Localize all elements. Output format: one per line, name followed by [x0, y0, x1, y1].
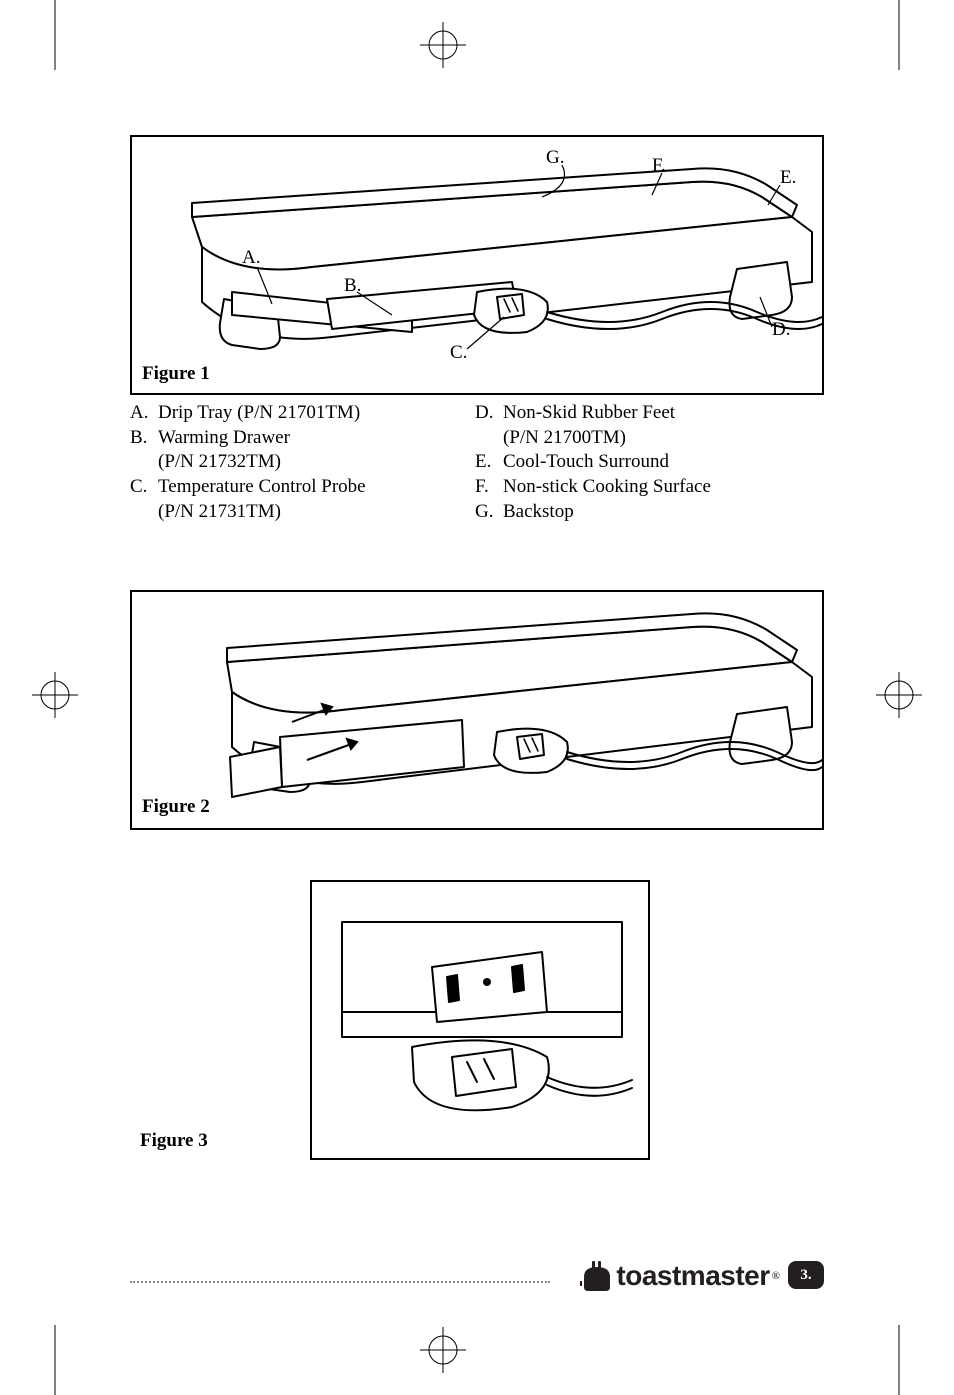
figure-3-caption: Figure 3	[130, 1130, 310, 1160]
registered-mark: ®	[772, 1270, 780, 1282]
fig1-label-f: F.	[652, 155, 666, 177]
page-content: A. B. C. D. E. F. G. Figure 1 A.Drip Tra…	[130, 135, 824, 1160]
parts-list: A.Drip Tray (P/N 21701TM) B.Warming Draw…	[130, 401, 824, 524]
figure-3-row: Figure 3	[130, 880, 824, 1160]
figure-1-diagram	[132, 137, 826, 397]
figure-2-box: Figure 2	[130, 590, 824, 830]
fig1-label-b: B.	[344, 275, 361, 297]
reg-top	[418, 20, 468, 70]
figure-1-box: A. B. C. D. E. F. G. Figure 1	[130, 135, 824, 395]
reg-left	[30, 670, 80, 720]
footer-rule	[130, 1281, 550, 1283]
toaster-icon	[578, 1257, 616, 1295]
brand-logo: toastmaster®	[578, 1257, 780, 1295]
fig1-label-e: E.	[780, 167, 796, 189]
brand-name: toastmaster	[616, 1260, 769, 1292]
parts-column-left: A.Drip Tray (P/N 21701TM) B.Warming Draw…	[130, 401, 475, 524]
crop-top-left	[40, 0, 70, 70]
figure-3-box	[310, 880, 650, 1160]
fig1-label-g: G.	[546, 147, 564, 169]
reg-bottom	[418, 1325, 468, 1375]
figure-3-diagram	[312, 882, 652, 1162]
parts-column-right: D.Non-Skid Rubber Feet (P/N 21700TM) E.C…	[475, 401, 824, 524]
crop-bottom-left	[40, 1325, 70, 1395]
crop-top-right	[884, 0, 914, 70]
fig1-label-a: A.	[242, 247, 260, 269]
reg-right	[874, 670, 924, 720]
page-footer: toastmaster® 3.	[130, 1245, 824, 1295]
fig1-label-c: C.	[450, 342, 467, 364]
figure-1-caption: Figure 1	[142, 363, 210, 385]
figure-2-diagram	[132, 592, 826, 832]
page-number-badge: 3.	[788, 1261, 824, 1289]
figure-2-caption: Figure 2	[142, 796, 210, 818]
fig1-label-d: D.	[772, 319, 790, 341]
crop-bottom-right	[884, 1325, 914, 1395]
